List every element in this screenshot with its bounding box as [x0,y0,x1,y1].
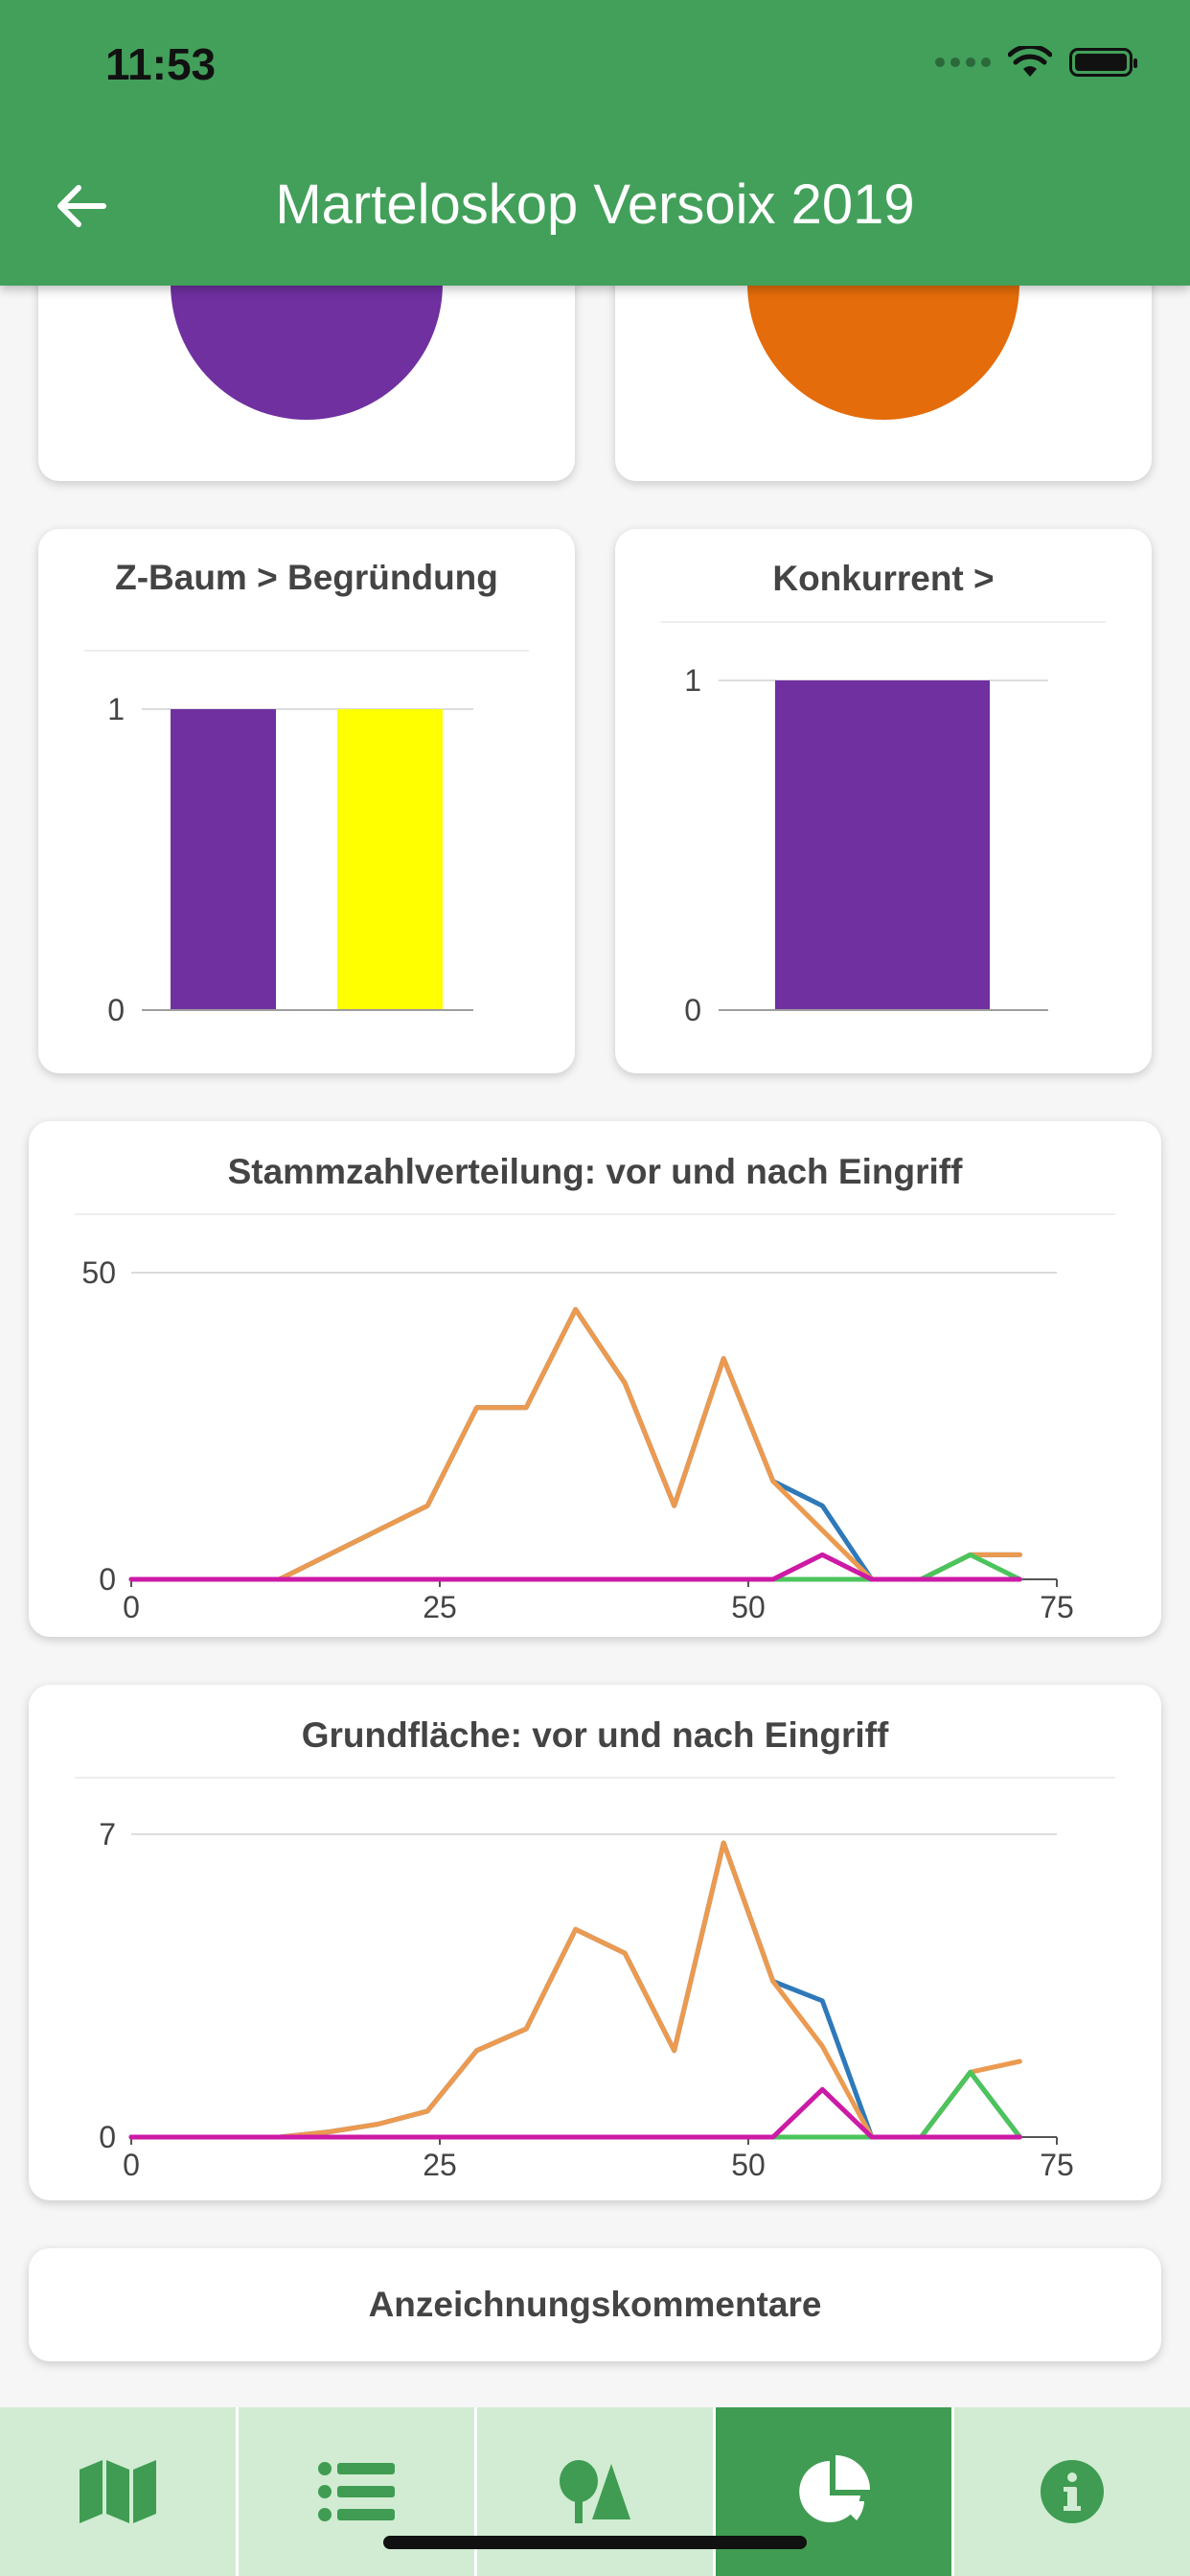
series-line [128,1306,1022,1582]
card-title: Konkurrent > Begründung [772,559,995,598]
konkurrent-bar-chart: 01 [684,663,1048,1027]
x-tick-label: 75 [1040,2148,1074,2182]
y-tick-label: 0 [99,2120,116,2154]
cellular-signal-icon [935,58,991,67]
back-button[interactable] [48,172,115,240]
card-grundflaeche: Grundfläche: vor und nach Eingriff 0 7 0 25… [29,1685,1161,2200]
y-tick-label: 50 [81,1255,116,1290]
status-time: 11:53 [105,39,217,89]
series-line [128,1840,1022,2140]
page-title: Marteloskop Versoix 2019 [275,173,915,236]
x-tick-label: 25 [423,2148,457,2182]
bar [171,709,276,1010]
comments-button[interactable]: Anzeichnungskommentare [29,2248,1161,2361]
list-icon [318,2462,395,2521]
card-title: Z-Baum > Begründung [115,558,498,597]
x-tick-label: 25 [423,1590,457,1624]
card-title: Grundfläche: vor und nach Eingriff [301,1715,889,1755]
grundflaeche-line-chart: 0 7 0 25 50 75 [99,1817,1074,2182]
stammzahl-line-chart: 0 50 0 25 50 75 [81,1255,1074,1624]
card-title-clip: Konkurrent > Begründung [615,558,1152,600]
nav-statistics[interactable] [716,2407,954,2576]
nav-info[interactable] [954,2407,1190,2576]
battery-icon [1069,48,1137,77]
info-icon [1041,2460,1104,2523]
card-stammzahl: Stammzahlverteilung: vor und nach Eingri… [29,1121,1161,1637]
zbaum-bar-chart: 01 [107,692,473,1027]
card-konkurrent: Konkurrent > Begründung 01 [615,529,1152,1073]
series-line [128,2086,1022,2140]
bar [775,680,990,1010]
x-tick-label: 50 [731,1590,766,1624]
bottom-nav [0,2407,1190,2576]
series-line [128,1840,1022,2140]
divider [75,1777,1115,1779]
wifi-icon [1008,46,1052,77]
divider [84,650,529,652]
series-line [128,2069,1022,2140]
series-line [128,1552,1022,1582]
comments-label: Anzeichnungskommentare [368,2285,822,2324]
x-tick-label: 50 [731,2148,766,2182]
divider [661,621,1106,623]
series-line [128,1552,1022,1582]
nav-trees[interactable] [477,2407,716,2576]
divider [75,1213,1115,1215]
nav-list[interactable] [239,2407,477,2576]
x-tick-label: 0 [123,2148,140,2182]
trees-icon [560,2460,630,2523]
y-tick-label: 1 [684,663,701,698]
pie-chart-icon [799,2455,870,2522]
app-bar: 11:53 Marteloskop Versoix 2019 [0,0,1190,286]
nav-map[interactable] [0,2407,239,2576]
arrow-left-icon [57,185,106,227]
y-tick-label: 0 [684,993,701,1027]
map-icon [80,2460,156,2523]
x-tick-label: 75 [1040,1590,1074,1624]
y-tick-label: 0 [99,1562,116,1597]
bar [337,709,443,1010]
y-tick-label: 7 [99,1817,116,1852]
y-tick-label: 1 [107,692,125,726]
status-icons [935,46,1137,79]
y-tick-label: 0 [107,993,125,1027]
home-indicator [383,2536,807,2549]
card-title: Stammzahlverteilung: vor und nach Eingri… [227,1152,963,1191]
x-tick-label: 0 [123,1590,140,1624]
series-line [128,1306,1022,1582]
